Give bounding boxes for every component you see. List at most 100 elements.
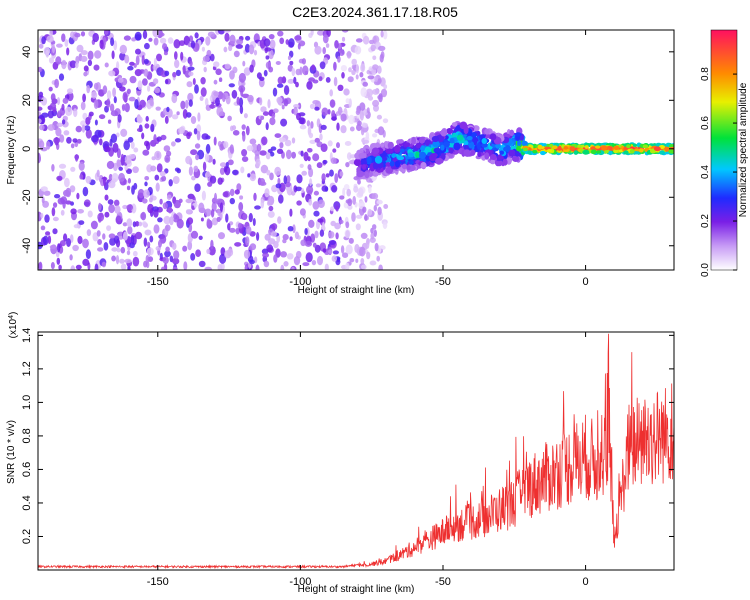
noise-point [196, 130, 201, 141]
noise-point [168, 179, 173, 187]
noise-point [268, 49, 274, 60]
noise-point [58, 264, 62, 270]
noise-point [275, 183, 282, 189]
noise-point [120, 246, 126, 254]
noise-point [204, 266, 212, 270]
noise-point [195, 154, 200, 161]
noise-point [40, 186, 48, 192]
noise-point [53, 137, 61, 144]
noise-point [308, 132, 314, 139]
noise-point [49, 244, 57, 249]
noise-point [158, 239, 162, 248]
noise-point [300, 150, 304, 157]
noise-point [291, 67, 296, 77]
signal-point [430, 153, 438, 158]
snr-multiplier: (x104) [8, 312, 20, 339]
noise-point [135, 48, 141, 55]
noise-point [206, 248, 211, 254]
colorbar-ticks: 0.0 0.2 0.4 0.6 0.8 [700, 67, 737, 277]
noise-point [72, 138, 78, 143]
noise-point [222, 94, 226, 103]
noise-point [186, 112, 192, 118]
snr-series-line [38, 333, 674, 570]
signal-point [468, 141, 475, 149]
noise-point [106, 98, 111, 108]
noise-point [236, 183, 242, 191]
noise-point [301, 188, 305, 194]
noise-point [327, 140, 333, 147]
noise-point [129, 75, 137, 84]
noise-point [348, 67, 352, 73]
noise-point [357, 120, 362, 126]
noise-point [279, 142, 284, 149]
noise-point [362, 81, 369, 87]
noise-point [286, 175, 291, 184]
noise-point [378, 93, 383, 103]
noise-point [295, 186, 303, 192]
signal-line-point [552, 145, 558, 149]
noise-point [213, 61, 220, 68]
noise-point [195, 249, 202, 257]
noise-point [259, 181, 267, 186]
noise-point [98, 114, 106, 120]
noise-point [240, 166, 245, 174]
noise-point [343, 202, 349, 209]
noise-point [353, 185, 359, 193]
noise-point [194, 183, 201, 192]
noise-point [298, 117, 305, 125]
noise-point [144, 176, 150, 181]
spectrogram-marks [38, 30, 674, 270]
signal-line-point [540, 150, 546, 156]
noise-point [333, 76, 338, 87]
noise-point [371, 192, 379, 200]
noise-point [325, 43, 330, 48]
signal-line-point [642, 144, 649, 149]
noise-point [344, 141, 352, 146]
noise-point [355, 258, 359, 263]
noise-point [41, 196, 45, 204]
noise-point [227, 115, 232, 122]
noise-point [119, 258, 125, 264]
noise-point [339, 219, 344, 224]
noise-point [119, 44, 128, 55]
noise-point [359, 110, 364, 121]
noise-point [352, 195, 357, 205]
noise-point [132, 166, 139, 174]
noise-point [60, 196, 68, 205]
noise-point [194, 84, 199, 94]
noise-point [148, 37, 153, 42]
noise-point [153, 224, 160, 234]
noise-point [190, 40, 196, 49]
noise-point [269, 39, 276, 50]
noise-point [234, 242, 242, 247]
noise-point [164, 154, 171, 163]
noise-point [120, 153, 125, 164]
noise-point [206, 49, 212, 57]
noise-point [108, 204, 115, 214]
noise-point [364, 214, 368, 221]
noise-point [308, 167, 314, 178]
noise-point [309, 178, 313, 187]
noise-point [312, 79, 319, 84]
noise-point [38, 153, 41, 163]
colorbar-tick-label: 0.6 [700, 116, 711, 130]
noise-point [200, 87, 207, 97]
noise-point [342, 187, 346, 198]
noise-point [342, 252, 349, 258]
noise-point [327, 109, 331, 115]
noise-point [302, 262, 310, 267]
noise-point [227, 223, 231, 231]
noise-point [160, 134, 167, 141]
noise-point [51, 164, 55, 172]
noise-point [242, 213, 248, 221]
signal-point [419, 151, 426, 159]
noise-point [370, 44, 376, 52]
noise-point [75, 61, 79, 69]
noise-point [293, 106, 298, 116]
noise-point [66, 88, 74, 94]
noise-point [122, 222, 128, 227]
noise-point [126, 88, 131, 95]
noise-point [109, 103, 115, 112]
noise-point [144, 123, 150, 129]
noise-point [337, 55, 341, 63]
